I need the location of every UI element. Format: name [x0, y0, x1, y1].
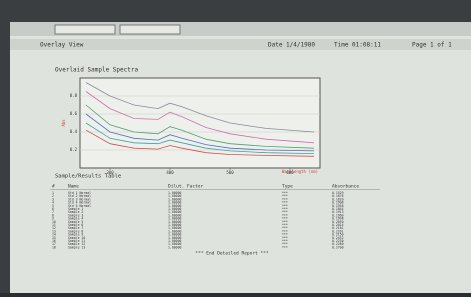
y-tick-label: 0.8: [70, 93, 78, 98]
table-cell: Sample 13: [68, 245, 85, 249]
view-name: Overlay View: [40, 42, 84, 49]
x-tick-label: 500: [226, 170, 234, 175]
x-tick-label: 600: [286, 170, 294, 175]
footer: *** End Detailed Report ***: [195, 251, 268, 257]
table-cell: 0.2700: [332, 245, 344, 249]
column-header: Name: [68, 184, 79, 190]
column-header: Dilut. Factor: [168, 184, 204, 190]
column-header: #: [52, 184, 55, 190]
column-header: Type: [282, 184, 293, 190]
y-axis-label: Abs: [61, 119, 66, 127]
column-header: Absorbance: [332, 184, 359, 190]
y-tick-label: 0.4: [70, 129, 78, 134]
toolbar-button[interactable]: [120, 25, 180, 34]
x-tick-label: 400: [166, 170, 174, 175]
chart-title: Overlaid Sample Spectra: [55, 67, 138, 74]
table-cell: 18: [52, 245, 56, 249]
time: Time 01:08:11: [334, 42, 381, 49]
screen: Overlay View Date 1/4/1980 Time 01:08:11…: [0, 0, 471, 293]
x-tick-label: 300: [106, 170, 114, 175]
date: Date 1/4/1980: [268, 42, 315, 49]
toolbar-button[interactable]: [55, 25, 115, 34]
page: Page 1 of 1: [412, 42, 452, 49]
table-cell: 1.00000: [168, 245, 182, 249]
y-tick-label: 0.2: [70, 147, 78, 152]
y-tick-label: 0.6: [70, 111, 78, 116]
plot-area: [80, 78, 320, 168]
table-cell: ***: [282, 245, 288, 249]
